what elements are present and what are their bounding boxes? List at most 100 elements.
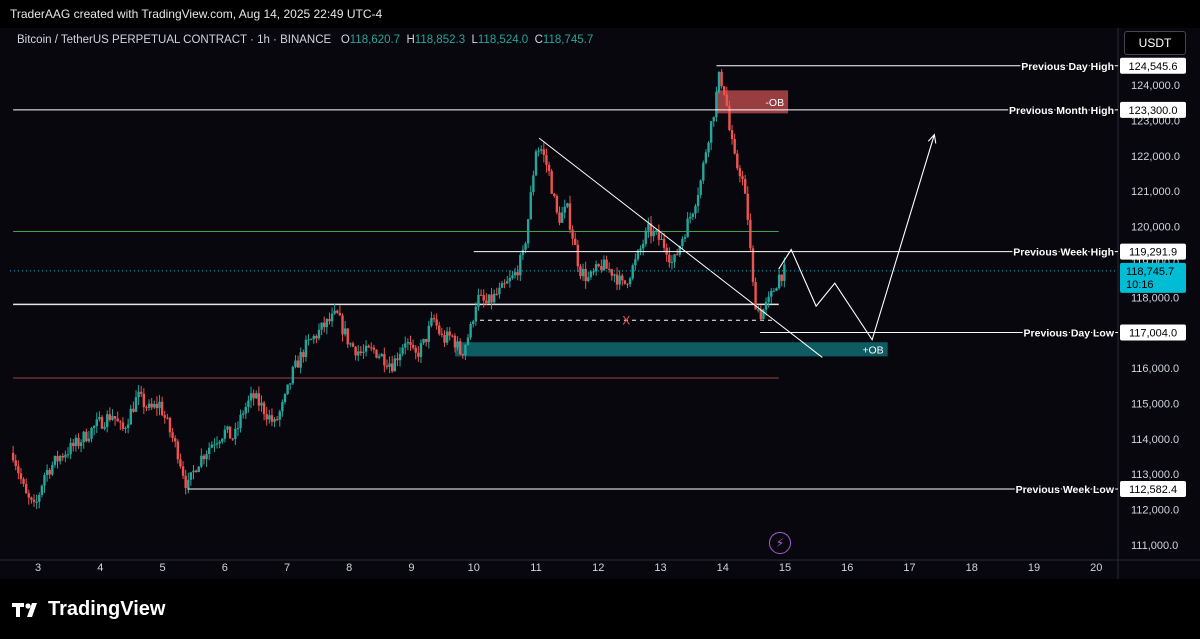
candle-body bbox=[508, 277, 512, 282]
candle-body bbox=[652, 231, 655, 237]
candle-body bbox=[728, 105, 731, 131]
level-price-badge bbox=[1120, 324, 1186, 341]
currency-button[interactable]: USDT bbox=[1124, 31, 1186, 55]
candle-body bbox=[283, 394, 287, 403]
lightning-icon[interactable]: ⚡ bbox=[769, 532, 791, 554]
level-price-text: 123,300.0 bbox=[1129, 105, 1178, 117]
candle-body bbox=[160, 401, 164, 416]
candle-body bbox=[247, 400, 250, 407]
candle-body bbox=[453, 335, 457, 348]
candle-body bbox=[438, 325, 441, 334]
candle-body bbox=[388, 363, 391, 367]
level-label: Previous Day High bbox=[1021, 61, 1114, 73]
candle-body bbox=[262, 402, 266, 415]
candle-body bbox=[66, 454, 70, 456]
candle-body bbox=[244, 406, 247, 414]
footer bbox=[0, 580, 1200, 639]
candle-body bbox=[377, 356, 381, 358]
candle-body bbox=[11, 452, 15, 461]
candle-body bbox=[24, 483, 28, 494]
x-tick-label: 12 bbox=[592, 562, 604, 574]
candle-body bbox=[592, 271, 595, 273]
candle-body bbox=[40, 485, 44, 495]
order-block-zone bbox=[716, 90, 789, 114]
candle-body bbox=[194, 470, 198, 473]
candle-body bbox=[699, 180, 702, 196]
candle-body bbox=[14, 460, 17, 467]
candle-body bbox=[411, 344, 415, 348]
candle-body bbox=[461, 354, 464, 356]
candle-body bbox=[741, 176, 744, 180]
candle-body bbox=[132, 408, 135, 412]
candle-body bbox=[111, 416, 114, 420]
candle-body bbox=[626, 283, 629, 285]
candle-body bbox=[623, 280, 627, 284]
candle-body bbox=[236, 428, 240, 430]
x-tick-label: 16 bbox=[841, 562, 853, 574]
candle-body bbox=[85, 431, 88, 442]
candle-body bbox=[174, 438, 177, 442]
candle-body bbox=[226, 426, 229, 430]
candle-body bbox=[458, 341, 462, 355]
candle-body bbox=[738, 168, 742, 177]
candle-body bbox=[299, 352, 302, 368]
candle-body bbox=[581, 268, 585, 277]
candle-body bbox=[323, 322, 326, 328]
x-tick-label: 18 bbox=[966, 562, 978, 574]
y-tick-label: 111,000.0 bbox=[1131, 540, 1178, 552]
x-tick-label: 5 bbox=[159, 562, 165, 574]
candle-body bbox=[380, 354, 383, 357]
candle-body bbox=[291, 366, 295, 384]
candle-body bbox=[385, 365, 389, 367]
candle-body bbox=[545, 155, 548, 165]
candle-body bbox=[294, 360, 297, 367]
chart-frame bbox=[0, 28, 1200, 579]
candle-body bbox=[147, 403, 151, 408]
candle-body bbox=[275, 419, 279, 421]
candle-body bbox=[179, 459, 182, 467]
candle-body bbox=[780, 274, 783, 281]
candle-body bbox=[48, 470, 51, 475]
tradingview-wordmark: TradingView bbox=[48, 598, 166, 620]
candle-body bbox=[140, 391, 143, 394]
candle-body bbox=[260, 402, 263, 406]
candle-body bbox=[336, 310, 339, 313]
candle-body bbox=[404, 343, 407, 348]
candle-body bbox=[171, 432, 174, 439]
candle-body bbox=[406, 342, 410, 344]
x-tick-label: 7 bbox=[284, 562, 290, 574]
tradingview-logo[interactable]: TradingView bbox=[12, 598, 165, 621]
candle-body bbox=[649, 223, 653, 237]
candle-body bbox=[704, 152, 708, 163]
candle-body bbox=[359, 351, 363, 354]
candle-body bbox=[424, 338, 428, 342]
projection-path bbox=[778, 134, 935, 342]
candle-body bbox=[200, 455, 203, 467]
candle-body bbox=[479, 294, 483, 296]
candle-body bbox=[166, 417, 169, 419]
y-tick-label: 118,000.0 bbox=[1131, 292, 1179, 304]
candle-body bbox=[218, 441, 221, 444]
candle-body bbox=[317, 329, 321, 339]
y-tick-label: 115,000.0 bbox=[1131, 398, 1179, 410]
candle-body bbox=[681, 238, 684, 247]
candle-body bbox=[503, 283, 506, 285]
candle-body bbox=[155, 403, 159, 409]
candle-body bbox=[370, 347, 373, 349]
candle-body bbox=[440, 333, 444, 336]
candle-body bbox=[709, 121, 713, 143]
candle-body bbox=[265, 414, 268, 420]
candle-body bbox=[540, 149, 543, 151]
candle-body bbox=[273, 419, 276, 422]
candle-body bbox=[328, 318, 331, 322]
y-tick-label: 113,000.0 bbox=[1131, 469, 1179, 481]
candle-body bbox=[100, 417, 104, 429]
candle-body bbox=[644, 230, 647, 244]
price-chart[interactable]: 111,000.0 112,000.0 113,000.0 114,000.0 115,… bbox=[0, 28, 1200, 579]
candle-body bbox=[74, 437, 78, 447]
level-label: Previous Week High bbox=[1013, 247, 1114, 259]
candle-body bbox=[27, 493, 30, 498]
trendline bbox=[538, 137, 823, 358]
candle-body bbox=[746, 193, 749, 220]
candle-body bbox=[315, 335, 318, 339]
